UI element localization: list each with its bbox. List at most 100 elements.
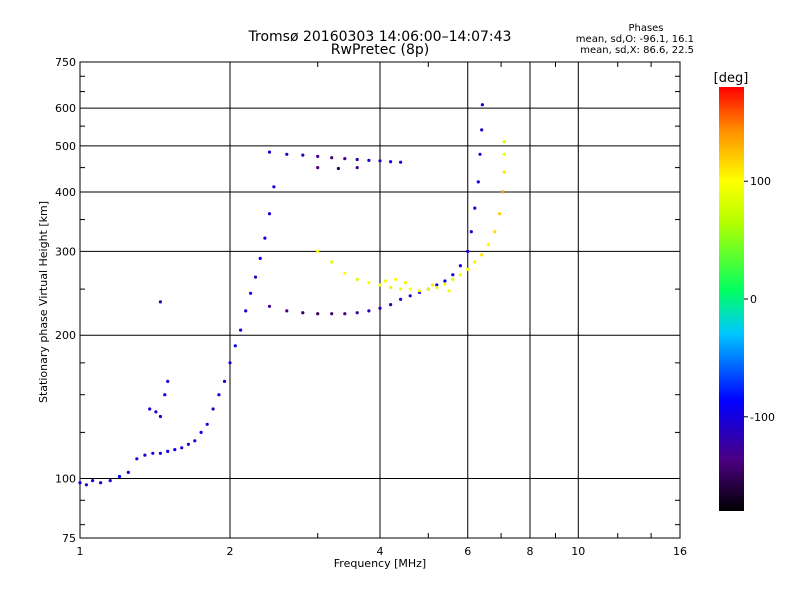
echo-points [78,103,506,487]
echo-point-x [426,287,430,291]
echo-point-o [148,407,152,411]
echo-point-x [458,273,462,277]
echo-point-o [451,273,455,277]
colorbar-unit-label: [deg] [714,71,749,86]
echo-point-o [135,457,139,461]
echo-point-o [330,156,334,160]
echo-point-o [166,449,170,453]
y-tick-label: 750 [55,56,76,69]
echo-point-x [394,277,398,281]
x-axis-label: Frequency [MHz] [334,557,426,570]
echo-point-x [493,230,497,234]
echo-point-x [435,285,439,290]
x-tick-label: 4 [377,545,384,558]
stats-heading: Phases [628,23,663,34]
grid-lines [80,62,680,538]
colorbar-ticks: 100 0 -100 [744,175,775,424]
colorbar-gradient [719,87,744,511]
echo-point-o [272,185,276,189]
echo-point-x [502,152,506,156]
y-axis-ticks: 75 100 200 300 400 500 600 750 [55,56,680,545]
echo-point-o [343,157,347,161]
echo-point-o [343,312,347,316]
echo-point-x [399,287,403,291]
echo-point-o [78,481,82,485]
echo-point-o [108,479,112,483]
echo-point-o [158,300,162,304]
echo-point-o [117,474,122,479]
echo-point-o [84,483,88,487]
y-tick-label: 100 [55,473,76,486]
echo-point-o [217,393,221,397]
echo-point-o [330,312,334,316]
echo-point-o [244,309,248,313]
x-tick-label: 8 [527,545,534,558]
chart-subtitle: RwPretec (8p) [331,42,429,58]
colorbar-tick-label: 0 [750,293,757,306]
echo-point-x [447,289,451,293]
y-tick-label: 300 [55,245,76,258]
echo-point-o [443,279,447,283]
echo-point-x [498,212,502,216]
echo-point-o [355,311,359,315]
echo-point-x [408,287,412,291]
echo-point-o [301,311,305,315]
echo-point-x [431,283,435,287]
echo-point-o [199,430,203,434]
x-tick-label: 6 [464,545,471,558]
x-axis-ticks: 1 2 4 6 8 10 16 [77,62,687,558]
echo-point-o [166,379,170,383]
echo-point-o [91,479,95,483]
echo-point-o [186,442,190,446]
echo-point-x [403,281,408,285]
echo-point-o [211,407,215,411]
echo-point-o [476,180,480,184]
echo-point-o [367,158,371,162]
x-tick-label: 10 [571,545,585,558]
echo-point-o [163,393,167,397]
echo-point-o [316,154,320,158]
colorbar-tick-label: 100 [750,175,771,188]
echo-point-o [173,448,177,452]
echo-point-o [473,206,477,210]
echo-point-o [435,283,439,287]
echo-point-x [486,243,490,247]
echo-point-o [180,446,184,450]
echo-point-o [205,422,209,426]
echo-point-o [469,230,473,234]
x-tick-label: 16 [673,545,687,558]
echo-point-o [267,304,272,308]
echo-point-x [383,279,387,283]
echo-point-o [478,152,482,156]
echo-point-x [417,289,422,293]
echo-point-o [154,410,158,414]
chart-title: Tromsø 20160303 14:06:00–14:07:43 [248,29,512,45]
echo-point-o [99,481,103,485]
echo-point-x [473,260,477,264]
echo-point-o [233,344,237,348]
x-tick-label: 1 [77,545,84,558]
echo-point-o [228,361,232,365]
echo-point-o [408,294,412,298]
echo-point-x [501,190,505,194]
y-tick-label: 600 [55,102,76,115]
echo-point-x [343,271,347,275]
echo-point-o [158,414,162,419]
echo-point-o [126,470,130,474]
echo-point-o [301,153,305,157]
echo-point-x [466,267,470,271]
echo-point-o [399,297,403,301]
echo-point-o [389,303,393,307]
echo-point-x [502,170,506,174]
echo-point-o [143,453,147,457]
y-tick-label: 400 [55,186,76,199]
echo-point-o [378,159,382,163]
echo-point-o [267,212,272,216]
echo-point-x [330,260,334,264]
stats-o-line: mean, sd,O: -96.1, 16.1 [576,34,694,45]
echo-point-x [451,277,455,281]
echo-point-o [378,306,382,310]
echo-point-o [389,160,393,164]
echo-point-o [480,103,484,107]
